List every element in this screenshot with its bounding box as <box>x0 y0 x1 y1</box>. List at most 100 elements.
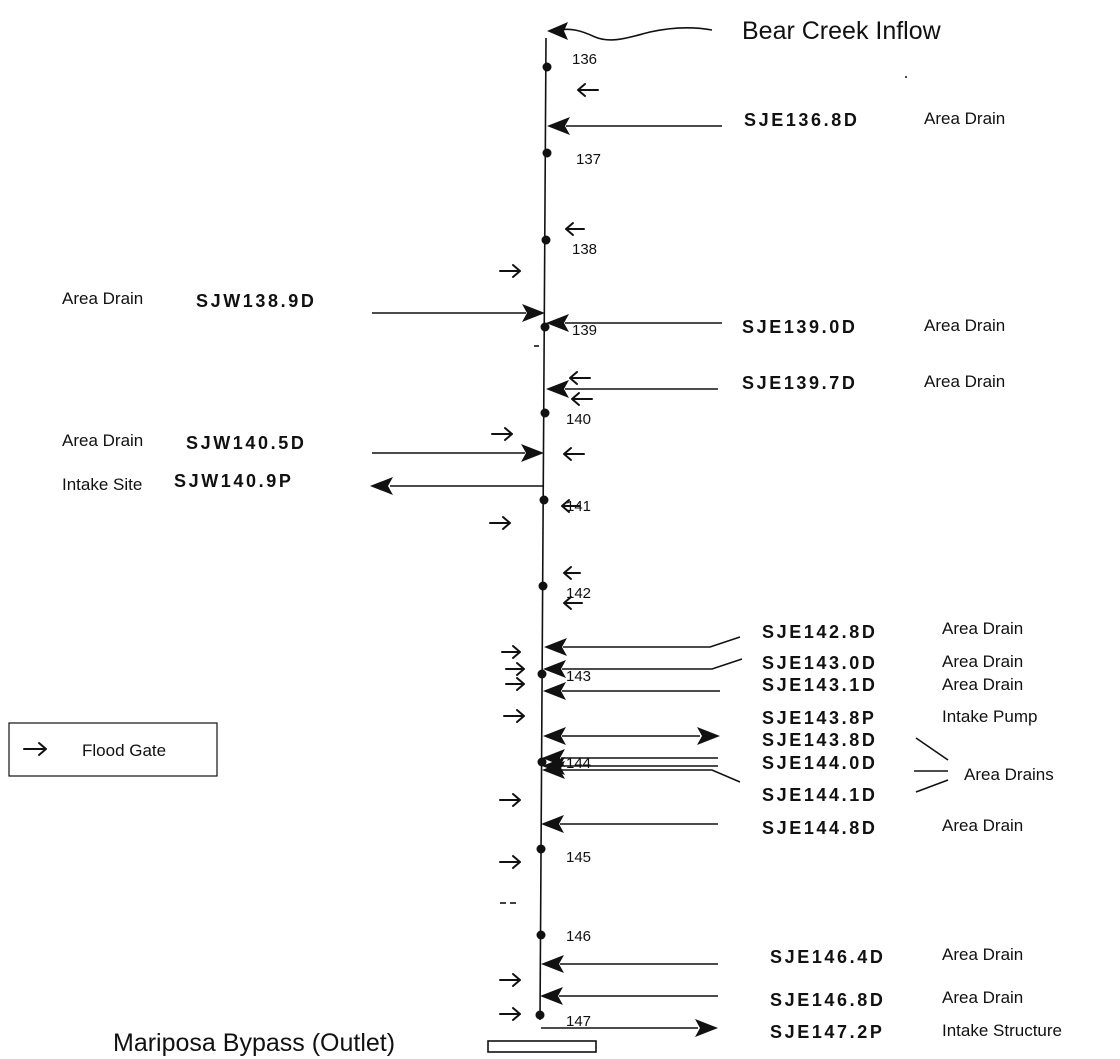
code-label: SJE143.0D <box>762 653 877 673</box>
connector-sje146-8d <box>540 987 718 1005</box>
flood-gate-icon <box>491 427 513 441</box>
desc-label: Area Drain <box>942 619 1023 638</box>
connector-sje143-8p <box>543 727 720 745</box>
code-label: SJE143.8D <box>762 730 877 750</box>
code-label: SJE144.1D <box>762 785 877 805</box>
desc-label: Area Drain <box>942 945 1023 964</box>
mile-dot <box>536 930 546 940</box>
mile-dot <box>540 322 550 332</box>
flood-gate-markers <box>489 83 599 1021</box>
flood-gate-icon <box>565 222 585 236</box>
mile-dot <box>541 235 551 245</box>
code-label: SJE139.0D <box>742 317 857 337</box>
flood-gate-icon <box>577 83 599 97</box>
outlet-label: Mariposa Bypass (Outlet) <box>113 1029 395 1057</box>
code-label: SJW140.5D <box>186 433 306 453</box>
desc-label: Area Drain <box>942 816 1023 835</box>
west-labels: Area Drain SJW138.9D Area Drain SJW140.5… <box>62 289 316 494</box>
mile-label: 138 <box>572 241 597 258</box>
flood-gate-icon <box>499 1007 521 1021</box>
desc-label: Area Drain <box>924 372 1005 391</box>
area-drains-bracket <box>914 737 949 793</box>
flood-gate-icon <box>569 371 591 385</box>
connector-sje139-7d <box>546 380 718 398</box>
mile-label: 143 <box>566 668 591 685</box>
flood-gate-icon <box>499 264 521 278</box>
flood-gate-icon <box>501 645 521 659</box>
code-label: SJE143.1D <box>762 675 877 695</box>
mile-dot <box>542 148 552 158</box>
code-label: SJW138.9D <box>196 291 316 311</box>
code-label: SJE146.8D <box>770 990 885 1010</box>
mile-label: 144 <box>566 755 591 772</box>
code-label: SJE147.2P <box>770 1022 884 1042</box>
connector-sje143-1d <box>543 682 720 700</box>
outlet-structure-box <box>487 1040 597 1053</box>
desc-label: Area Drain <box>924 316 1005 335</box>
mile-dot <box>536 844 546 854</box>
flood-gate-icon <box>563 447 585 461</box>
legend-label: Flood Gate <box>82 741 166 760</box>
code-label: SJE136.8D <box>744 110 859 130</box>
mile-label: 145 <box>566 849 591 866</box>
mile-label: 146 <box>566 928 591 945</box>
connector-sje139-0d <box>546 314 722 332</box>
legend: Flood Gate <box>8 722 218 777</box>
code-label: SJE143.8P <box>762 708 876 728</box>
flood-gate-icon <box>499 973 521 987</box>
connector-sje146-4d <box>541 955 718 973</box>
connector-sjw140-5d <box>372 444 544 462</box>
east-labels: SJE136.8D Area Drain SJE139.0D Area Drai… <box>742 109 1062 1042</box>
mile-label: 140 <box>566 411 591 428</box>
mile-dot <box>537 757 547 767</box>
desc-label: Area Drain <box>942 675 1023 694</box>
flood-gate-icon <box>571 392 593 406</box>
connector-sjw140-9p <box>370 477 544 495</box>
mile-dot <box>538 581 548 591</box>
desc-label: Intake Pump <box>942 707 1037 726</box>
mile-label: 147 <box>566 1013 591 1030</box>
west-connectors <box>370 304 545 495</box>
flood-gate-icon <box>563 566 581 580</box>
mile-label: 136 <box>572 51 597 68</box>
desc-label: Intake Site <box>62 475 142 494</box>
flood-gate-icon <box>499 855 521 869</box>
flood-gate-icon <box>561 499 581 513</box>
flood-gate-icon <box>505 677 525 691</box>
mile-dot <box>537 669 547 679</box>
connector-sje143-0d <box>543 658 743 678</box>
code-label: SJE144.8D <box>762 818 877 838</box>
connector-sje136-8d <box>547 117 722 135</box>
east-connectors <box>540 117 743 1037</box>
mile-dot <box>539 495 549 505</box>
connector-sje144-1d <box>542 761 741 783</box>
code-label: SJE146.4D <box>770 947 885 967</box>
area-drains-group-label: Area Drains <box>964 765 1054 784</box>
flood-gate-icon <box>503 709 525 723</box>
bear-creek-inflow-connector <box>547 22 713 41</box>
river-mainline <box>539 37 547 1021</box>
bear-creek-inflow-label: Bear Creek Inflow <box>742 17 942 45</box>
desc-label: Area Drain <box>942 652 1023 671</box>
flood-gate-legend-icon <box>23 742 47 756</box>
desc-label: Area Drain <box>924 109 1005 128</box>
flood-gate-icon <box>489 516 511 530</box>
desc-label: Area Drain <box>62 289 143 308</box>
river-mile-labels: 136 137 138 139 140 141 142 143 144 145 … <box>566 51 601 1030</box>
legend-box <box>8 722 218 777</box>
scan-specks <box>500 76 907 904</box>
river-mile-markers <box>535 62 552 1020</box>
connector-sje144-8d <box>541 815 718 833</box>
connector-sje147-2p <box>541 1019 718 1037</box>
connector-sjw138-9d <box>372 304 545 322</box>
desc-label: Area Drain <box>62 431 143 450</box>
mile-dot <box>542 62 552 72</box>
mile-label: 142 <box>566 585 591 602</box>
mile-dot <box>540 408 550 418</box>
connector-sje142-8d <box>544 636 741 656</box>
flood-gate-icon <box>499 793 521 807</box>
code-label: SJW140.9P <box>174 471 293 491</box>
code-label: SJE144.0D <box>762 753 877 773</box>
code-label: SJE139.7D <box>742 373 857 393</box>
